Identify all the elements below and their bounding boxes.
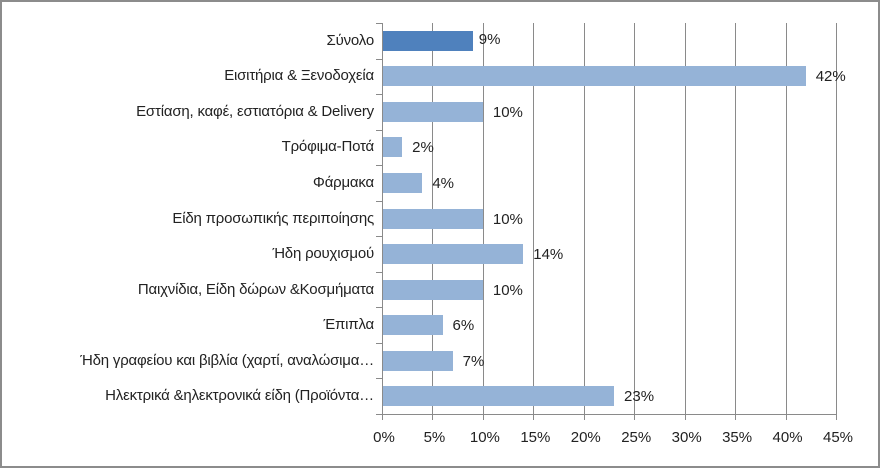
x-tick	[684, 414, 686, 420]
category-label: Ηλεκτρικά &ηλεκτρονικά είδη (Προϊόντα…	[105, 387, 374, 405]
bar	[383, 386, 615, 407]
value-label: 6%	[452, 317, 475, 335]
category-label: Έπιπλα	[323, 316, 374, 334]
x-tick-label: 40%	[772, 429, 803, 446]
y-tick	[376, 236, 382, 238]
y-tick	[376, 378, 382, 380]
value-label: 7%	[462, 352, 485, 370]
value-label: 14%	[533, 246, 564, 264]
x-tick	[432, 414, 434, 420]
x-tick	[836, 414, 837, 420]
y-axis	[382, 23, 383, 420]
category-label: Σύνολο	[326, 31, 375, 49]
y-tick	[376, 165, 382, 167]
y-tick	[376, 414, 382, 415]
bar	[383, 208, 483, 229]
x-tick	[785, 414, 787, 420]
gridline	[684, 23, 686, 414]
x-tick-label: 15%	[520, 429, 551, 446]
x-tick-label: 20%	[570, 429, 601, 446]
category-label: Ήδη ρουχισμού	[272, 245, 374, 263]
gridline	[634, 23, 636, 414]
x-tick-label: 30%	[671, 429, 702, 446]
value-label: 42%	[815, 68, 846, 86]
y-tick	[376, 271, 382, 273]
bar	[383, 137, 403, 158]
category-label: Είδη προσωπικής περιποίησης	[172, 209, 374, 227]
value-label: 10%	[492, 210, 523, 228]
x-tick	[583, 414, 585, 420]
x-tick-label: 35%	[722, 429, 753, 446]
bar	[383, 279, 483, 300]
bar	[383, 30, 473, 51]
x-tick-label: 25%	[621, 429, 652, 446]
x-tick	[533, 414, 535, 420]
y-tick	[376, 23, 382, 24]
value-label: 9%	[478, 30, 501, 48]
category-label: Φάρμακα	[312, 173, 374, 191]
x-tick	[735, 414, 737, 420]
bar	[383, 315, 443, 336]
x-tick	[482, 414, 484, 420]
value-label: 2%	[412, 139, 434, 157]
category-label: Τρόφιμα-Ποτά	[281, 138, 375, 156]
value-label: 23%	[624, 388, 655, 406]
gridline	[836, 23, 837, 414]
y-tick	[376, 129, 382, 131]
gridline	[785, 23, 787, 414]
bar	[383, 244, 524, 265]
category-label: Εστίαση, καφέ, εστιατόρια & Delivery	[136, 102, 374, 120]
category-label: Εισιτήρια & Ξενοδοχεία	[224, 67, 374, 85]
value-label: 10%	[492, 103, 523, 121]
gridline	[583, 23, 585, 414]
y-tick	[376, 94, 382, 96]
x-axis	[382, 414, 837, 415]
gridline	[533, 23, 535, 414]
bar	[383, 172, 423, 193]
gridline	[482, 23, 484, 414]
y-tick	[376, 307, 382, 309]
value-label: 10%	[492, 281, 523, 299]
x-tick-label: 45%	[822, 429, 854, 446]
category-label: Παιχνίδια, Είδη δώρων &Κοσμήματα	[137, 280, 374, 298]
y-tick	[376, 342, 382, 344]
x-tick	[634, 414, 636, 420]
value-label: 4%	[432, 174, 455, 192]
bar	[383, 101, 483, 122]
bar	[383, 350, 453, 371]
gridline	[735, 23, 737, 414]
x-tick-label: 5%	[423, 429, 446, 446]
x-tick-label: 10%	[469, 429, 500, 446]
bar	[383, 66, 806, 87]
y-tick	[376, 200, 382, 202]
category-label: Ήδη γραφείου και βιβλία (χαρτί, αναλώσιμ…	[80, 351, 374, 369]
x-tick-label: 0%	[373, 429, 395, 446]
y-tick	[376, 58, 382, 60]
